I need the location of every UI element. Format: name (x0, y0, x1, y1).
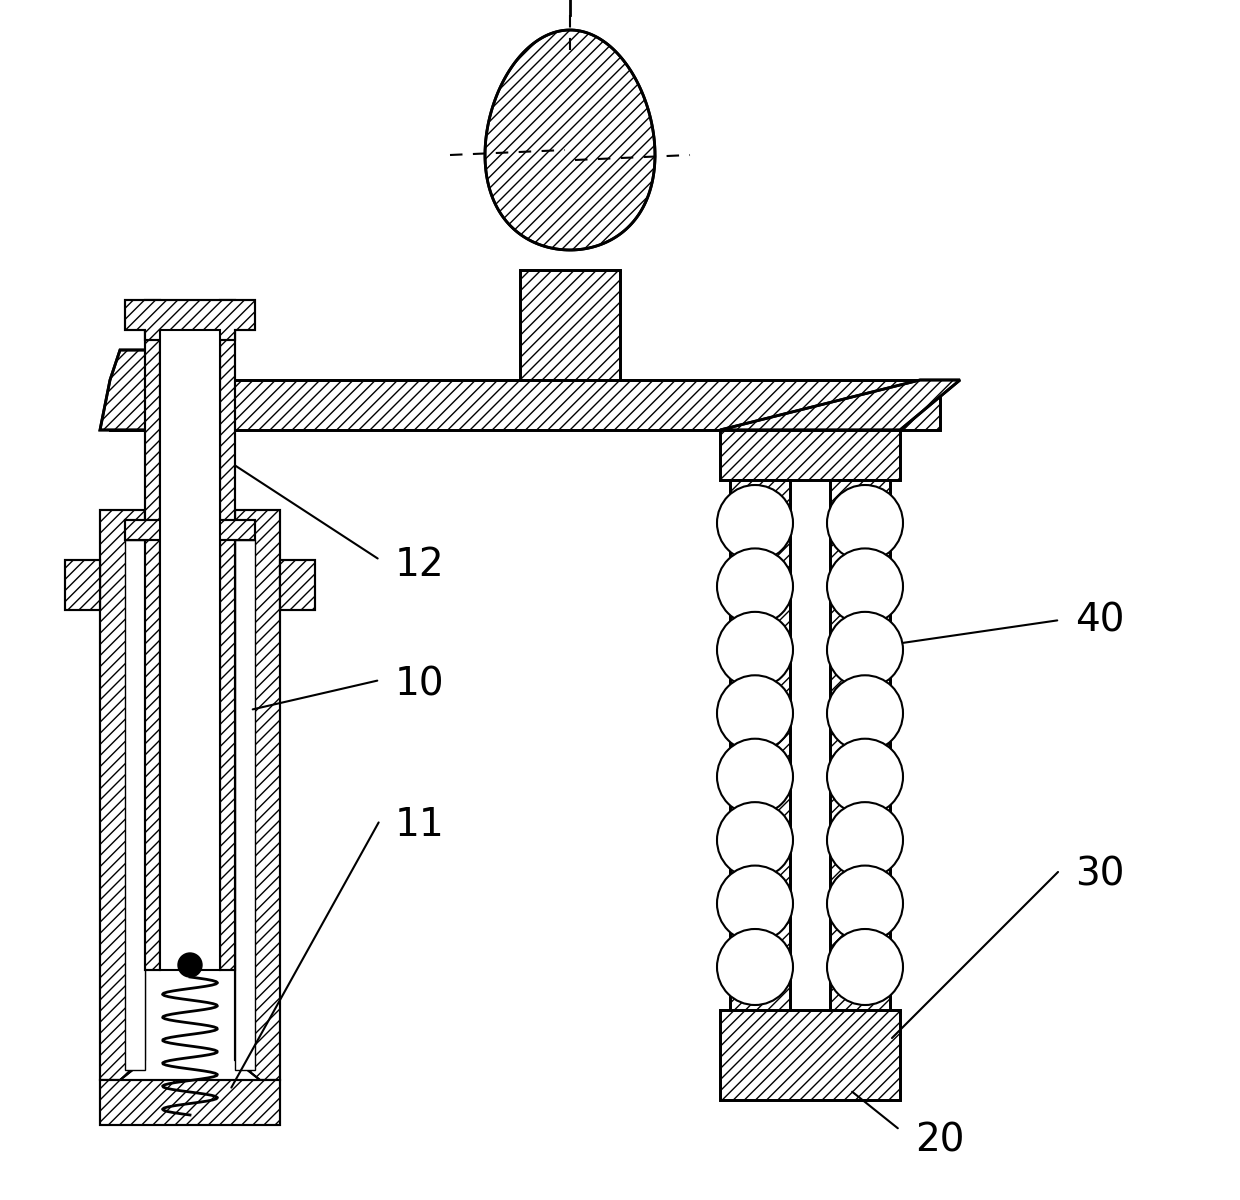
Polygon shape (125, 300, 255, 340)
Text: 30: 30 (1075, 856, 1125, 894)
Polygon shape (720, 430, 900, 480)
Circle shape (827, 485, 903, 560)
Polygon shape (100, 350, 219, 430)
Circle shape (717, 676, 794, 751)
Polygon shape (160, 330, 219, 970)
Circle shape (827, 548, 903, 624)
Polygon shape (520, 270, 620, 380)
Text: 11: 11 (396, 806, 445, 844)
Polygon shape (100, 510, 145, 1080)
Polygon shape (720, 380, 960, 430)
Polygon shape (730, 480, 790, 1010)
Text: 12: 12 (396, 546, 445, 584)
Polygon shape (236, 540, 255, 1070)
Circle shape (827, 802, 903, 878)
Circle shape (717, 802, 794, 878)
Text: 10: 10 (396, 666, 445, 704)
Circle shape (827, 676, 903, 751)
Polygon shape (125, 540, 145, 1070)
Polygon shape (64, 560, 100, 610)
Polygon shape (830, 480, 890, 1010)
Circle shape (717, 612, 794, 688)
Circle shape (179, 953, 202, 977)
Polygon shape (280, 560, 315, 610)
Polygon shape (125, 520, 255, 540)
Circle shape (717, 739, 794, 815)
Polygon shape (145, 300, 160, 970)
Circle shape (717, 865, 794, 942)
Circle shape (717, 485, 794, 560)
Polygon shape (100, 1080, 280, 1126)
Circle shape (827, 739, 903, 815)
Circle shape (827, 865, 903, 942)
Text: 40: 40 (1075, 601, 1125, 638)
Text: 20: 20 (915, 1121, 965, 1159)
Polygon shape (110, 380, 940, 430)
Circle shape (827, 612, 903, 688)
Circle shape (827, 929, 903, 1006)
Polygon shape (485, 30, 655, 250)
Polygon shape (145, 540, 236, 1080)
Polygon shape (219, 300, 236, 970)
Circle shape (717, 548, 794, 624)
Polygon shape (720, 1010, 900, 1100)
Circle shape (717, 929, 794, 1006)
Polygon shape (236, 510, 280, 1080)
